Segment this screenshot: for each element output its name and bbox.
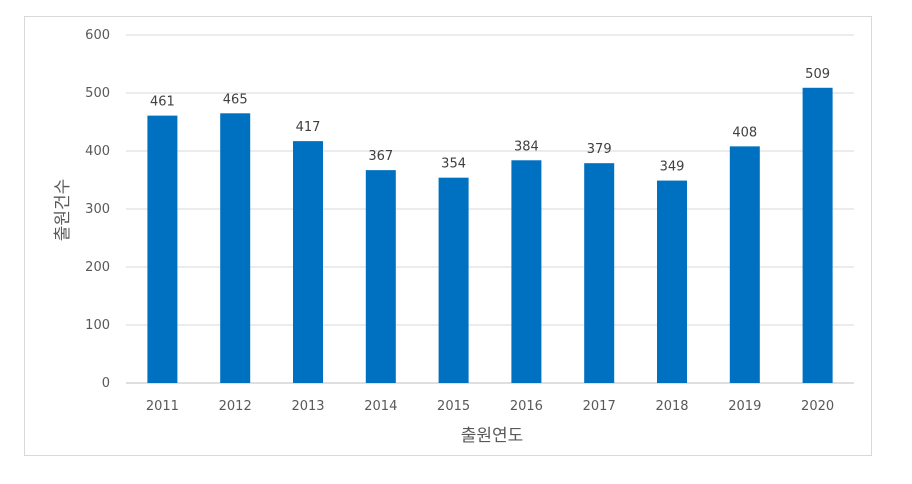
bar <box>657 180 687 383</box>
x-tick-label: 2012 <box>219 399 252 414</box>
y-tick-labels: 0 100 200 300 400 500 600 <box>85 28 110 391</box>
x-tick-label: 2011 <box>146 399 179 414</box>
data-label: 367 <box>368 149 393 164</box>
x-tick-labels: 2011 2012 2013 2014 2015 2016 2017 2018 2019 2020 <box>146 399 834 414</box>
data-label: 509 <box>805 67 830 82</box>
data-label: 384 <box>514 139 539 154</box>
bars <box>147 87 833 384</box>
data-label: 408 <box>732 125 757 140</box>
bar <box>147 115 178 384</box>
data-label: 354 <box>441 157 466 172</box>
x-axis-title: 출원연도 <box>461 426 524 446</box>
x-tick-label: 2018 <box>655 399 688 414</box>
bar <box>438 177 469 383</box>
x-tick-label: 2013 <box>291 399 324 414</box>
data-label: 379 <box>587 142 612 157</box>
data-labels: 461 465 417 367 354 384 379 349 408 509 <box>150 67 830 175</box>
y-tick-label: 200 <box>85 260 110 275</box>
data-label: 461 <box>150 95 175 110</box>
x-tick-label: 2014 <box>364 399 397 414</box>
bar <box>729 146 760 383</box>
bar <box>802 87 833 383</box>
y-tick-label: 500 <box>85 86 110 101</box>
data-label: 465 <box>223 92 248 107</box>
y-tick-label: 100 <box>85 318 110 333</box>
y-tick-label: 300 <box>85 202 110 217</box>
y-tick-label: 0 <box>102 376 110 391</box>
y-tick-label: 600 <box>85 28 110 43</box>
x-tick-label: 2016 <box>510 399 543 414</box>
bar <box>584 163 615 383</box>
data-label: 349 <box>660 160 685 175</box>
data-label: 417 <box>296 120 321 135</box>
y-tick-label: 400 <box>85 144 110 159</box>
bar <box>365 170 396 383</box>
bar <box>220 113 251 384</box>
x-tick-label: 2015 <box>437 399 470 414</box>
x-tick-label: 2020 <box>801 399 834 414</box>
x-tick-label: 2019 <box>728 399 761 414</box>
bar <box>511 160 542 383</box>
bar <box>293 141 323 383</box>
y-axis-title: 출원건수 <box>53 179 73 242</box>
x-tick-label: 2017 <box>583 399 616 414</box>
